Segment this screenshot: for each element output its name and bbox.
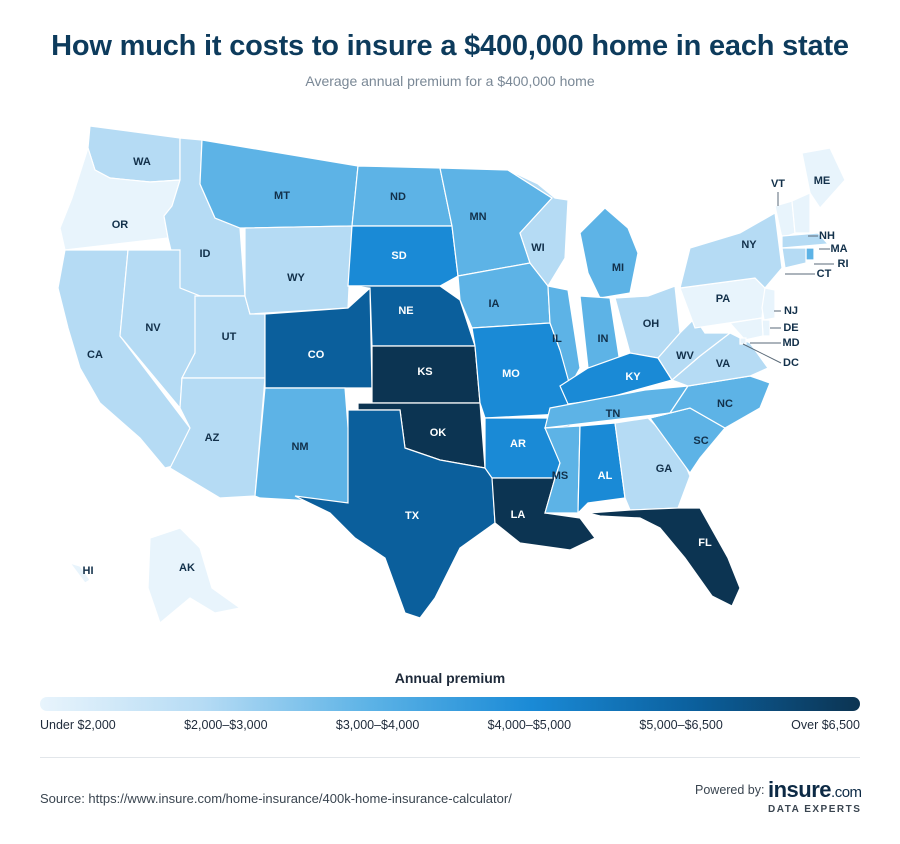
brand-name: insure [768, 777, 832, 802]
state-label-ut: UT [222, 331, 237, 343]
state-me [801, 147, 846, 209]
brand-logo: insure.com [768, 777, 862, 803]
state-label-oh: OH [643, 318, 660, 330]
state-label-nm: NM [291, 441, 308, 453]
page-title: How much it costs to insure a $400,000 h… [51, 30, 849, 62]
legend-label: $2,000–$3,000 [184, 718, 268, 732]
state-label-ct: CT [817, 268, 832, 280]
state-label-sc: SC [693, 435, 708, 447]
state-label-md: MD [782, 337, 799, 349]
legend-title: Annual premium [394, 670, 506, 686]
legend-labels: Under $2,000 $2,000–$3,000 $3,000–$4,000… [40, 718, 860, 736]
state-label-al: AL [598, 470, 613, 482]
state-label-hi: HI [83, 565, 94, 577]
legend-label: $5,000–$6,500 [639, 718, 723, 732]
legend-gradient-bar [40, 697, 860, 711]
state-label-ma: MA [830, 243, 847, 255]
state-az [169, 377, 266, 499]
state-label-nh: NH [819, 230, 835, 242]
state-label-il: IL [552, 333, 562, 345]
state-fl [587, 507, 741, 607]
state-label-pa: PA [716, 293, 731, 305]
source-text: Source: https://www.insure.com/home-insu… [40, 791, 512, 806]
legend-label: Under $2,000 [40, 718, 116, 732]
state-hi [68, 561, 91, 584]
state-dc [739, 337, 747, 345]
state-label-ak: AK [179, 562, 195, 574]
legend-label: $4,000–$5,000 [487, 718, 572, 732]
state-label-ia: IA [489, 298, 500, 310]
state-ct [781, 247, 807, 269]
state-in [579, 295, 621, 369]
state-label-de: DE [783, 322, 798, 334]
state-label-va: VA [716, 358, 731, 370]
state-label-la: LA [511, 509, 526, 521]
state-label-nc: NC [717, 398, 733, 410]
state-label-ar: AR [510, 438, 526, 450]
state-label-me: ME [814, 175, 831, 187]
legend-label: $3,000–$4,000 [335, 718, 420, 732]
state-label-wi: WI [531, 242, 544, 254]
state-mt [199, 139, 359, 229]
state-nh [791, 192, 811, 234]
state-label-ks: KS [417, 366, 432, 378]
state-label-ca: CA [87, 349, 103, 361]
state-label-ms: MS [552, 470, 569, 482]
state-label-vt: VT [771, 178, 785, 190]
state-label-ny: NY [741, 239, 757, 251]
state-nj [761, 287, 776, 321]
state-ma [781, 232, 830, 249]
state-label-ky: KY [625, 371, 641, 383]
state-label-co: CO [308, 349, 325, 361]
state-label-dc: DC [783, 357, 799, 369]
state-label-sd: SD [391, 250, 406, 262]
state-wy [244, 225, 353, 315]
state-co [264, 286, 373, 389]
state-label-id: ID [200, 248, 211, 260]
state-label-tx: TX [405, 510, 420, 522]
state-label-tn: TN [606, 408, 621, 420]
choropleth-map: WA OR CA ID NV UT AZ MT WY CO NM ND SD NE KS OK TX MN IA MO… [40, 118, 860, 648]
state-label-mi: MI [612, 262, 624, 274]
state-label-nv: NV [145, 322, 161, 334]
state-ny [679, 212, 783, 289]
state-ak [147, 527, 242, 625]
state-mi [579, 207, 639, 299]
state-label-ne: NE [398, 305, 413, 317]
state-label-nj: NJ [784, 305, 798, 317]
state-label-or: OR [112, 219, 129, 231]
state-label-mt: MT [274, 190, 290, 202]
state-al [577, 422, 626, 515]
state-label-ga: GA [656, 463, 673, 475]
state-label-wy: WY [287, 272, 305, 284]
state-label-ok: OK [430, 427, 447, 439]
state-sd [347, 225, 459, 287]
state-wi [507, 169, 569, 288]
state-ri [805, 247, 815, 261]
state-label-mo: MO [502, 368, 520, 380]
state-label-wv: WV [676, 350, 694, 362]
brand-tagline: DATA EXPERTS [768, 804, 862, 815]
page-subtitle: Average annual premium for a $400,000 ho… [305, 73, 595, 89]
state-md [728, 317, 764, 341]
brand-domain: .com [831, 784, 862, 801]
state-label-az: AZ [205, 432, 220, 444]
state-label-mn: MN [469, 211, 486, 223]
state-tx [294, 409, 496, 619]
state-label-wa: WA [133, 156, 151, 168]
legend-label: Over $6,500 [791, 718, 860, 732]
state-label-ri: RI [838, 258, 849, 270]
powered-by-label: Powered by: [695, 783, 765, 797]
state-wv [657, 317, 732, 381]
leader-line-dc [742, 343, 782, 364]
state-label-fl: FL [698, 537, 712, 549]
state-label-in: IN [598, 333, 609, 345]
state-label-nd: ND [390, 191, 406, 203]
footer-divider [40, 757, 860, 758]
